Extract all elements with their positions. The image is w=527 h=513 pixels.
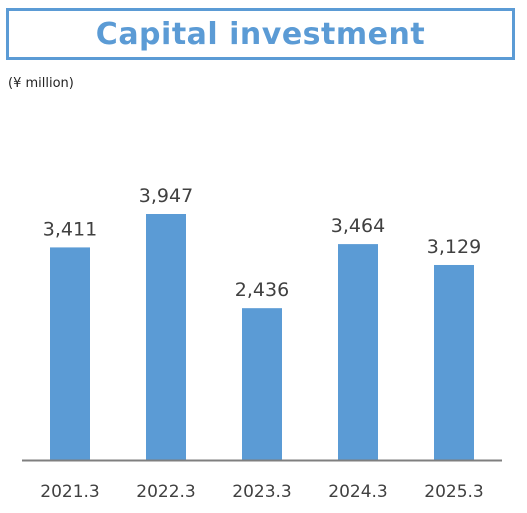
- data-label: 3,129: [427, 236, 481, 258]
- category-label: 2024.3: [328, 482, 387, 502]
- category-label: 2021.3: [40, 482, 99, 502]
- category-label: 2023.3: [232, 482, 291, 502]
- bar-2025.3: [434, 264, 474, 460]
- bar-2022.3: [146, 214, 186, 460]
- category-label: 2022.3: [136, 482, 195, 502]
- bar-2023.3: [242, 308, 282, 460]
- data-label: 3,464: [331, 215, 385, 237]
- data-label: 3,947: [139, 185, 193, 207]
- chart-title: Capital investment: [95, 16, 426, 52]
- category-label: 2025.3: [424, 482, 483, 502]
- unit-label: (¥ million): [8, 76, 74, 91]
- data-label: 3,411: [43, 218, 97, 240]
- chart-title-box: Capital investment: [6, 8, 515, 60]
- bar-2024.3: [338, 244, 378, 460]
- bar-2021.3: [50, 247, 90, 460]
- data-label: 2,436: [235, 279, 289, 301]
